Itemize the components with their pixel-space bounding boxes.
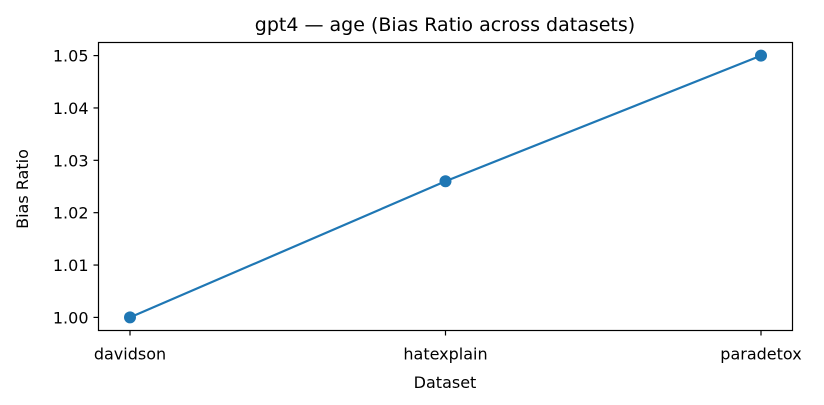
y-tick-label: 1.01 <box>53 256 89 275</box>
y-tick-label: 1.05 <box>53 47 89 66</box>
x-tick-label: davidson <box>94 345 166 364</box>
plot-frame <box>97 41 794 332</box>
y-tick-label: 1.02 <box>53 204 89 223</box>
chart-title: gpt4 — age (Bias Ratio across datasets) <box>255 14 635 36</box>
y-axis-label: Bias Ratio <box>13 149 32 229</box>
data-point <box>124 311 136 324</box>
x-axis-label: Dataset <box>414 373 477 392</box>
y-tick-label: 1.03 <box>53 151 89 170</box>
y-tick-label: 1.04 <box>53 99 89 118</box>
x-tick-label: paradetox <box>720 345 801 364</box>
data-point <box>755 49 767 62</box>
y-tick-label: 1.00 <box>53 308 89 327</box>
plot-area: 1.00 1.01 1.02 1.03 1.04 1.05 davidson hatexpla… <box>53 47 802 364</box>
x-tick-label: hatexplain <box>403 345 487 364</box>
data-point <box>439 175 452 188</box>
